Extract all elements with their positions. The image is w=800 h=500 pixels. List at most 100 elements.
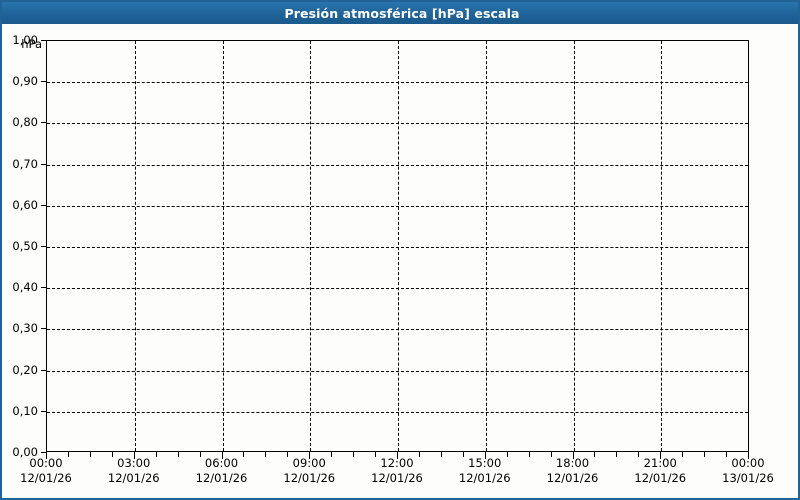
x-axis-tick-mark	[748, 452, 749, 459]
x-axis-tick-mark	[484, 452, 486, 459]
x-axis-tick-label: 12:00 12/01/26	[352, 456, 442, 486]
y-axis-tick-label: 0,80	[12, 115, 38, 130]
x-axis-tick-label: 21:00 12/01/26	[615, 456, 705, 486]
gridline-vertical	[398, 41, 399, 451]
y-axis-tick-mark	[41, 369, 46, 371]
y-axis-tick-label: 1,00	[12, 33, 38, 47]
x-axis-tick-date: 13/01/26	[722, 471, 774, 485]
x-axis-tick-label: 09:00 12/01/26	[264, 456, 354, 486]
x-axis-minor-tick-mark	[704, 452, 706, 457]
gridline-horizontal	[47, 247, 748, 248]
x-axis-tick-mark	[309, 452, 311, 459]
x-axis-tick-mark	[133, 452, 135, 459]
gridline-horizontal	[47, 411, 748, 413]
y-axis-tick-mark	[41, 410, 46, 412]
x-axis-tick-mark	[572, 452, 574, 459]
y-axis-tick-mark	[41, 81, 46, 83]
x-axis-tick-mark	[660, 452, 662, 459]
window-title-bar: Presión atmosférica [hPa] escala	[2, 2, 798, 24]
y-axis-tick-mark	[41, 452, 46, 453]
y-axis-tick-mark	[41, 204, 46, 206]
x-axis-tick-mark	[221, 452, 223, 459]
x-axis-minor-tick-mark	[616, 452, 618, 457]
y-axis-tick-mark	[41, 122, 46, 124]
x-axis-minor-tick-mark	[155, 452, 157, 457]
x-axis-tick-time: 06:00	[204, 456, 239, 470]
x-axis-tick-label: 00:00 13/01/26	[703, 456, 793, 486]
x-axis-minor-tick-mark	[243, 452, 245, 457]
x-axis-minor-tick-mark	[594, 452, 596, 457]
y-axis-tick-mark	[41, 163, 46, 165]
x-axis-minor-tick-mark	[506, 452, 508, 457]
x-axis-tick-date: 12/01/26	[20, 471, 72, 485]
y-axis-tick-mark	[41, 287, 46, 289]
x-axis-minor-tick-mark	[89, 452, 91, 457]
y-axis-tick-mark	[41, 40, 46, 41]
gridline-horizontal	[47, 205, 748, 207]
x-axis-minor-tick-mark	[331, 452, 333, 457]
x-axis-minor-tick-mark	[682, 452, 684, 457]
y-axis-tick-label: 0,40	[12, 280, 38, 295]
x-axis-tick-label: 03:00 12/01/26	[89, 456, 179, 486]
page-title: Presión atmosférica [hPa] escala	[284, 5, 520, 21]
x-axis-tick-time: 00:00	[731, 456, 765, 470]
x-axis-tick-date: 12/01/26	[283, 471, 336, 485]
plot-area	[46, 40, 749, 452]
x-axis-tick-date: 12/01/26	[458, 471, 511, 485]
x-axis-minor-tick-mark	[375, 452, 377, 457]
gridline-vertical	[485, 41, 487, 451]
x-axis-tick-time: 09:00	[292, 456, 326, 470]
x-axis-tick-time: 00:00	[29, 456, 63, 470]
gridline-horizontal	[47, 329, 748, 331]
x-axis-minor-tick-mark	[265, 452, 267, 457]
x-axis-tick-mark	[46, 452, 47, 459]
y-axis-tick-label: 0,00	[12, 445, 38, 459]
x-axis-tick-time: 21:00	[643, 456, 677, 470]
y-axis-tick-mark	[41, 246, 46, 247]
x-axis-tick-label: 18:00 12/01/26	[528, 456, 618, 486]
x-axis-minor-tick-mark	[353, 452, 355, 457]
y-axis-tick-label: 0,30	[12, 321, 38, 336]
gridline-vertical	[573, 41, 575, 451]
y-axis-tick-label: 0,70	[12, 156, 38, 171]
y-axis-tick-label: 0,20	[12, 362, 38, 377]
x-axis-tick-time: 12:00	[380, 456, 414, 470]
y-axis-unit-label: hPa	[21, 37, 42, 51]
x-axis-tick-label: 06:00 12/01/26	[177, 456, 267, 486]
gridline-vertical	[310, 41, 312, 451]
gridline-horizontal	[47, 288, 748, 290]
x-axis-tick-time: 03:00	[117, 456, 151, 470]
gridline-vertical	[222, 41, 224, 451]
x-axis-tick-time: 15:00	[468, 456, 502, 470]
y-axis-tick-mark	[41, 328, 46, 330]
x-axis-minor-tick-mark	[726, 452, 728, 457]
gridline-vertical	[661, 41, 663, 451]
x-axis-tick-time: 18:00	[555, 456, 590, 470]
x-axis-tick-date: 12/01/26	[195, 471, 248, 485]
y-axis-tick-label: 0,10	[12, 403, 38, 418]
x-axis-minor-tick-mark	[550, 452, 552, 457]
x-axis-tick-date: 12/01/26	[546, 471, 599, 485]
x-axis-minor-tick-mark	[111, 452, 113, 457]
x-axis-minor-tick-mark	[199, 452, 201, 457]
x-axis-tick-label: 00:00 12/01/26	[2, 456, 91, 486]
gridline-horizontal	[47, 82, 748, 84]
gridline-horizontal	[47, 370, 748, 372]
x-axis-tick-label: 15:00 12/01/26	[440, 456, 530, 486]
x-axis-tick-date: 12/01/26	[107, 471, 160, 485]
y-axis-tick-label: 0,90	[12, 74, 38, 89]
x-axis-minor-tick-mark	[177, 452, 179, 457]
gridline-horizontal	[47, 123, 748, 125]
x-axis-minor-tick-mark	[287, 452, 289, 457]
gridline-vertical	[134, 41, 136, 451]
x-axis-tick-mark	[397, 452, 398, 459]
x-axis-minor-tick-mark	[440, 452, 442, 457]
y-axis-tick-label: 0,60	[12, 197, 38, 212]
x-axis-minor-tick-mark	[638, 452, 640, 457]
y-axis-tick-label: 0,50	[12, 239, 38, 253]
x-axis-minor-tick-mark	[462, 452, 464, 457]
x-axis-minor-tick-mark	[528, 452, 530, 457]
x-axis-tick-date: 12/01/26	[634, 471, 687, 485]
x-axis-tick-date: 12/01/26	[371, 471, 423, 485]
